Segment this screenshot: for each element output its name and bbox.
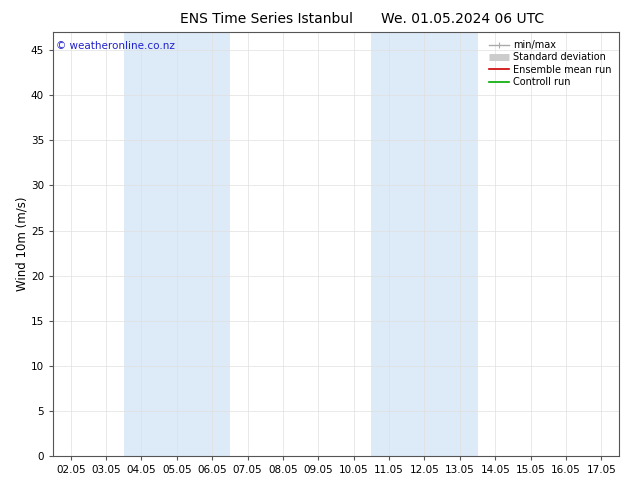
Legend: min/max, Standard deviation, Ensemble mean run, Controll run: min/max, Standard deviation, Ensemble me… (486, 37, 614, 90)
Text: © weatheronline.co.nz: © weatheronline.co.nz (56, 41, 175, 50)
Bar (124, 32, 230, 456)
Text: ENS Time Series Istanbul: ENS Time Series Istanbul (180, 12, 353, 26)
Bar (372, 32, 477, 456)
Y-axis label: Wind 10m (m/s): Wind 10m (m/s) (15, 197, 28, 292)
Text: We. 01.05.2024 06 UTC: We. 01.05.2024 06 UTC (381, 12, 545, 26)
